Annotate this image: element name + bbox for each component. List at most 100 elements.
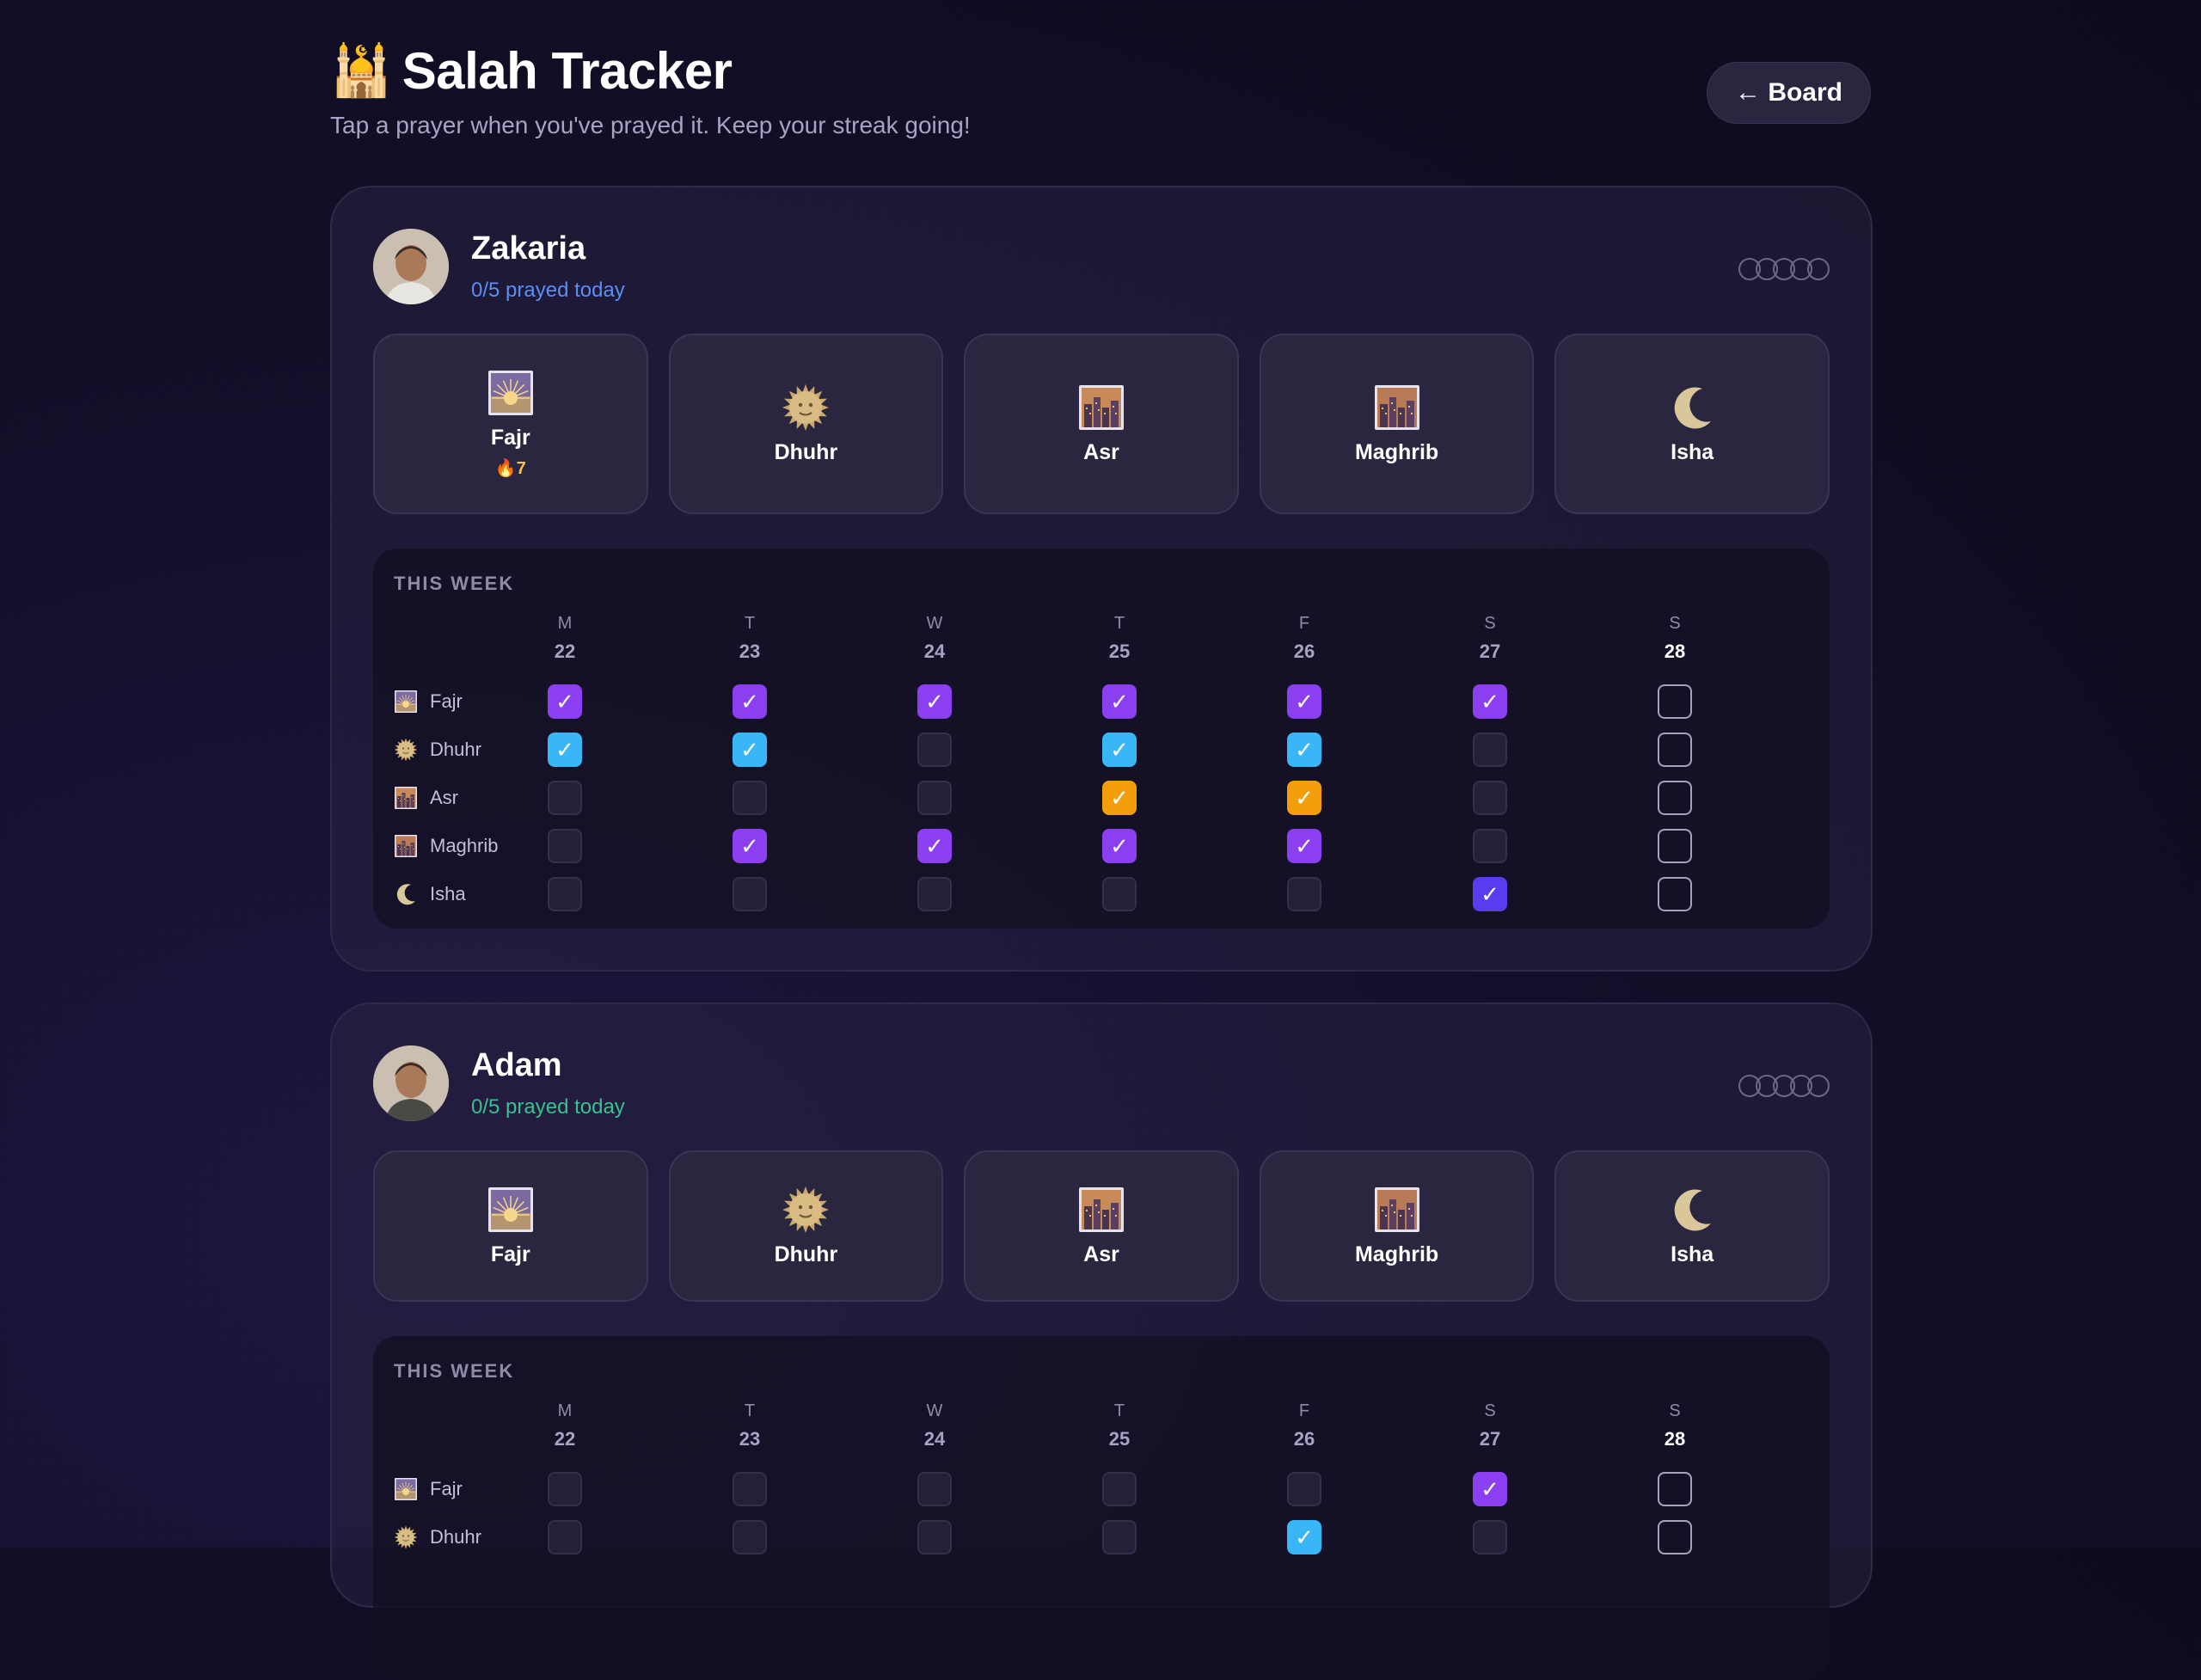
prayer-tile-label: Isha xyxy=(1671,1242,1714,1266)
prayer-checkbox[interactable] xyxy=(548,781,582,815)
prayer-checkbox[interactable] xyxy=(1658,1472,1692,1506)
day-header: M 22 xyxy=(530,1401,599,1450)
day-header: S 28 xyxy=(1640,614,1709,663)
prayer-checkbox[interactable] xyxy=(548,1520,582,1554)
prayer-checkbox[interactable] xyxy=(1658,1520,1692,1554)
prayer-checkbox[interactable] xyxy=(548,877,582,911)
day-number: 26 xyxy=(1293,641,1315,662)
prayer-checkbox[interactable] xyxy=(1102,877,1137,911)
prayer-checkbox[interactable]: ✓ xyxy=(548,733,582,767)
prayer-checkbox[interactable] xyxy=(548,829,582,863)
progress-dot xyxy=(1807,258,1830,280)
prayer-checkbox[interactable]: ✓ xyxy=(1287,733,1321,767)
prayer-checkbox[interactable]: ✓ xyxy=(733,733,767,767)
prayer-checkbox[interactable]: ✓ xyxy=(1102,781,1137,815)
prayer-checkbox[interactable]: ✓ xyxy=(1287,781,1321,815)
prayer-tile-maghrib[interactable]: Maghrib xyxy=(1259,1150,1535,1302)
day-number: 27 xyxy=(1479,1428,1501,1450)
prayer-checkbox[interactable]: ✓ xyxy=(1102,684,1137,719)
prayer-tile-label: Asr xyxy=(1083,1242,1119,1266)
day-letter: W xyxy=(926,614,943,633)
prayer-checkbox[interactable]: ✓ xyxy=(733,684,767,719)
row-label-isha: Isha xyxy=(394,882,466,906)
prayer-tile-maghrib[interactable]: Maghrib xyxy=(1259,334,1535,514)
avatar xyxy=(373,1045,449,1121)
prayer-checkbox[interactable] xyxy=(1287,1472,1321,1506)
prayer-checkbox[interactable]: ✓ xyxy=(917,684,952,719)
prayer-checkbox[interactable] xyxy=(917,733,952,767)
prayer-checkbox[interactable]: ✓ xyxy=(1102,733,1137,767)
page-title: 🕌 Salah Tracker xyxy=(330,41,733,101)
prayer-checkbox[interactable]: ✓ xyxy=(1287,1520,1321,1554)
row-label-text: Dhuhr xyxy=(430,1526,481,1548)
prayer-tile-asr[interactable]: Asr xyxy=(964,1150,1239,1302)
prayer-checkbox[interactable] xyxy=(1473,1520,1507,1554)
prayer-checkbox[interactable] xyxy=(1658,781,1692,815)
day-header: M 22 xyxy=(530,614,599,663)
prayer-checkbox[interactable]: ✓ xyxy=(1287,829,1321,863)
prayer-checkbox[interactable]: ✓ xyxy=(1102,829,1137,863)
week-title: THIS WEEK xyxy=(394,1360,515,1382)
day-header: T 23 xyxy=(715,614,784,663)
prayer-checkbox[interactable]: ✓ xyxy=(1473,877,1507,911)
prayer-checkbox[interactable]: ✓ xyxy=(548,684,582,719)
page-header: 🕌 Salah Tracker Tap a prayer when you've… xyxy=(330,0,1871,186)
prayer-tile-dhuhr[interactable]: Dhuhr xyxy=(668,334,944,514)
day-header: W 24 xyxy=(900,1401,969,1450)
prayer-tile-label: Fajr xyxy=(490,1242,530,1266)
prayer-checkbox[interactable] xyxy=(1473,829,1507,863)
row-label-text: Isha xyxy=(430,883,466,904)
prayer-checkbox[interactable] xyxy=(733,1472,767,1506)
person-name: Zakaria xyxy=(471,230,586,267)
day-header: S 27 xyxy=(1456,614,1524,663)
prayer-checkbox[interactable] xyxy=(733,781,767,815)
row-label-text: Asr xyxy=(430,787,458,808)
day-letter: T xyxy=(1113,614,1125,633)
crescent-moon-icon xyxy=(1668,383,1716,432)
row-label-dhuhr: Dhuhr xyxy=(394,1525,481,1549)
row-label-maghrib: Maghrib xyxy=(394,834,498,858)
prayer-checkbox[interactable] xyxy=(917,1520,952,1554)
back-to-board-button[interactable]: ← Board xyxy=(1706,62,1871,124)
day-number: 28 xyxy=(1664,641,1686,662)
day-letter: S xyxy=(1669,1401,1681,1420)
prayer-tile-dhuhr[interactable]: Dhuhr xyxy=(668,1150,944,1302)
prayer-checkbox[interactable] xyxy=(1473,781,1507,815)
prayer-checkbox[interactable] xyxy=(1102,1472,1137,1506)
daily-progress-dots xyxy=(1738,1075,1830,1097)
prayer-checkbox[interactable]: ✓ xyxy=(917,829,952,863)
day-number: 27 xyxy=(1479,641,1501,662)
prayer-checkbox[interactable]: ✓ xyxy=(1473,1472,1507,1506)
prayer-checkbox[interactable] xyxy=(1658,829,1692,863)
prayer-checkbox[interactable] xyxy=(1658,684,1692,719)
prayer-checkbox[interactable] xyxy=(1473,733,1507,767)
prayer-checkbox[interactable]: ✓ xyxy=(733,829,767,863)
day-number: 23 xyxy=(739,641,761,662)
row-label-text: Dhuhr xyxy=(430,739,481,760)
prayer-checkbox[interactable] xyxy=(733,1520,767,1554)
prayer-checkbox[interactable]: ✓ xyxy=(1473,684,1507,719)
prayer-checkbox[interactable] xyxy=(733,877,767,911)
prayer-tile-fajr[interactable]: Fajr xyxy=(373,1150,648,1302)
sunrise-icon xyxy=(394,690,418,714)
day-header: F 26 xyxy=(1270,614,1339,663)
prayer-checkbox[interactable]: ✓ xyxy=(1287,684,1321,719)
prayer-checkbox[interactable] xyxy=(917,781,952,815)
prayer-tile-isha[interactable]: Isha xyxy=(1554,334,1830,514)
prayer-checkbox[interactable] xyxy=(1658,733,1692,767)
prayer-tile-fajr[interactable]: Fajr 🔥7 xyxy=(373,334,648,514)
person-header: Zakaria 0/5 prayed today xyxy=(332,187,1871,334)
prayer-tile-label: Dhuhr xyxy=(774,439,838,464)
week-title: THIS WEEK xyxy=(394,573,515,594)
prayer-checkbox[interactable] xyxy=(548,1472,582,1506)
prayer-checkbox[interactable] xyxy=(1287,877,1321,911)
day-header: S 27 xyxy=(1456,1401,1524,1450)
mosque-icon: 🕌 xyxy=(330,42,392,99)
prayer-checkbox[interactable] xyxy=(917,877,952,911)
prayer-checkbox[interactable] xyxy=(1658,877,1692,911)
prayer-checkbox[interactable] xyxy=(917,1472,952,1506)
prayer-tile-isha[interactable]: Isha xyxy=(1554,1150,1830,1302)
city-dusk-icon xyxy=(1077,383,1125,432)
prayer-tile-asr[interactable]: Asr xyxy=(964,334,1239,514)
prayer-checkbox[interactable] xyxy=(1102,1520,1137,1554)
